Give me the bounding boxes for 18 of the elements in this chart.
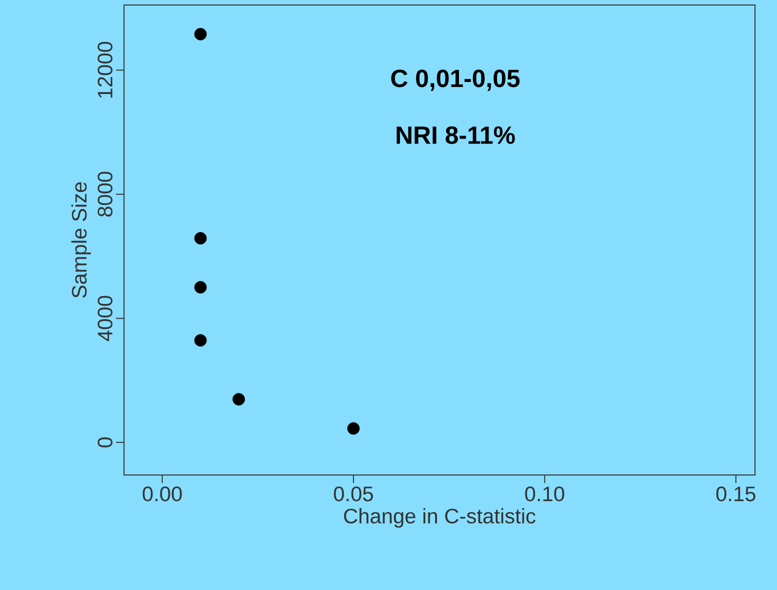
- point: [194, 28, 207, 40]
- point: [194, 232, 207, 244]
- y-tick-label: 8000: [98, 172, 112, 217]
- annotation: NRI 8-11%: [396, 126, 515, 144]
- x-axis-title: Change in C-statistic: [344, 508, 536, 528]
- x-tick-label: 0.15: [716, 486, 756, 502]
- x-tick-label: 0.05: [334, 486, 373, 502]
- point: [347, 422, 360, 435]
- annotation: C 0,01-0,05: [391, 70, 520, 91]
- point: [194, 334, 207, 347]
- y-tick-label: 4000: [98, 296, 112, 342]
- point: [232, 393, 245, 406]
- point: [194, 281, 207, 294]
- x-tick-label: 0.00: [142, 486, 182, 502]
- y-axis-title: Sample Size: [71, 182, 91, 298]
- x-tick-label: 0.10: [525, 486, 564, 502]
- y-tick-label: 0: [98, 437, 112, 448]
- y-tick-label: 12000: [98, 42, 112, 98]
